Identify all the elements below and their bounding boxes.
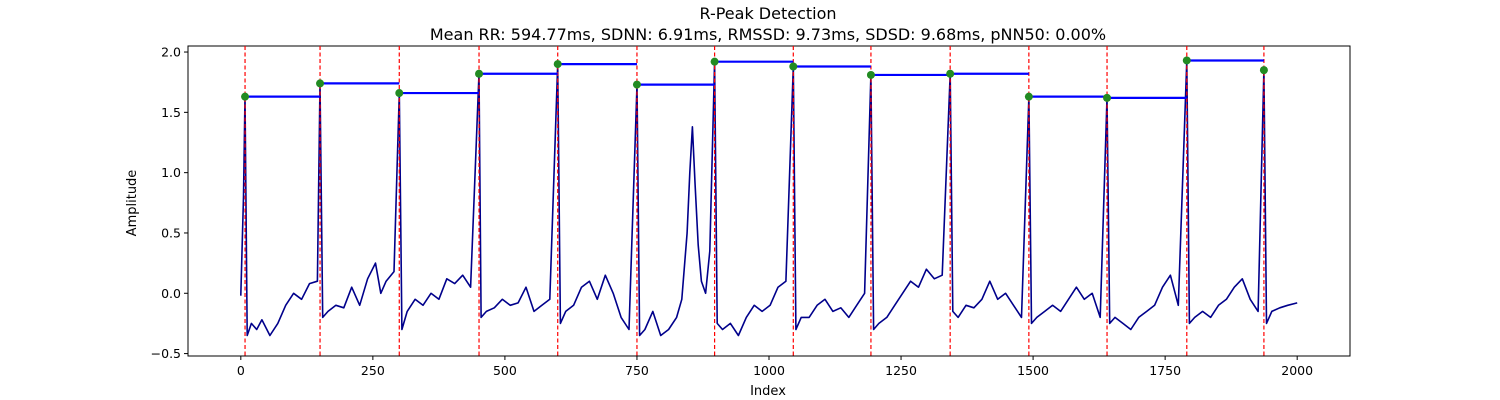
r-peak-point [866,70,875,79]
r-peak-point [946,69,955,78]
r-peak-point [395,89,404,98]
y-tick-label: 1.0 [161,165,181,180]
x-tick-label: 500 [493,363,517,378]
x-tick-label: 1000 [753,363,785,378]
chart-title: R-Peak Detection [699,4,836,23]
x-tick-label: 750 [625,363,649,378]
r-peak-point [316,79,325,88]
x-tick-label: 2000 [1281,363,1313,378]
x-tick-label: 1250 [885,363,917,378]
r-peak-point [241,92,250,101]
x-tick-label: 0 [237,363,245,378]
r-peak-point [1259,66,1268,75]
y-axis-label: Amplitude [125,170,140,237]
x-tick-label: 1750 [1149,363,1181,378]
y-tick-label: −0.5 [151,346,181,361]
y-tick-label: 1.5 [161,105,181,120]
chart-subtitle: Mean RR: 594.77ms, SDNN: 6.91ms, RMSSD: … [430,25,1106,44]
y-tick-label: 2.0 [161,45,181,60]
x-tick-label: 250 [361,363,385,378]
r-peak-point [1182,56,1191,65]
plot-frame [187,45,1351,357]
r-peak-point [475,69,484,78]
x-axis-label: Index [750,384,786,399]
r-peak-point [710,57,719,66]
r-peak-point [1024,92,1033,101]
plot-area: 0 250 500 750 1000 1250 1500 1750 2000 −0.5 0.0 0.5… [151,45,1351,378]
r-peak-point [553,60,562,69]
r-peak-point [789,62,798,71]
x-tick-label: 1500 [1017,363,1049,378]
r-peak-point [632,80,641,89]
y-tick-label: 0.5 [161,225,181,240]
r-peak-point [1103,93,1112,102]
y-tick-label: 0.0 [161,286,181,301]
